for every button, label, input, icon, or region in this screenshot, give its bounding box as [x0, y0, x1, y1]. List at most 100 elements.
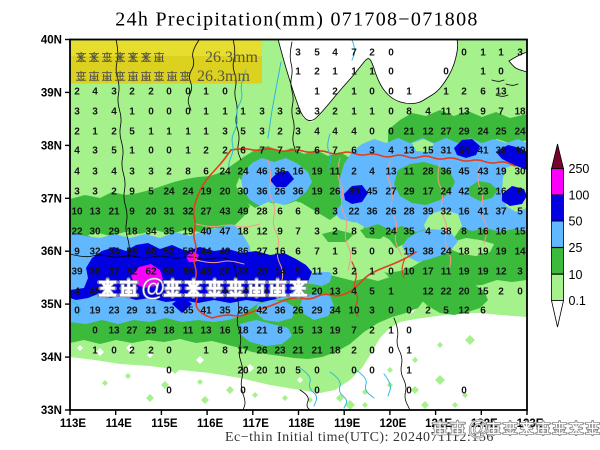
- svg-text:41: 41: [200, 306, 212, 317]
- svg-text:33: 33: [163, 306, 175, 317]
- svg-text:0: 0: [166, 386, 172, 397]
- svg-text:@: @: [468, 417, 488, 440]
- svg-text:0: 0: [461, 48, 467, 59]
- svg-text:44: 44: [200, 247, 212, 258]
- svg-text:65: 65: [182, 306, 194, 317]
- svg-text:0: 0: [388, 87, 394, 98]
- svg-text:2: 2: [461, 87, 467, 98]
- svg-text:3: 3: [369, 227, 375, 238]
- svg-text:22: 22: [348, 207, 360, 218]
- svg-text:0: 0: [369, 127, 375, 138]
- svg-text:1: 1: [332, 247, 338, 258]
- svg-text:2: 2: [203, 146, 209, 157]
- svg-text:15: 15: [514, 227, 526, 238]
- svg-text:2: 2: [369, 326, 375, 337]
- svg-text:19: 19: [200, 187, 212, 198]
- svg-text:1: 1: [388, 326, 394, 337]
- svg-text:0: 0: [240, 386, 246, 397]
- svg-text:6: 6: [314, 146, 320, 157]
- svg-text:39: 39: [422, 207, 434, 218]
- svg-text:13: 13: [385, 167, 397, 178]
- svg-text:54: 54: [108, 247, 120, 258]
- svg-text:39: 39: [495, 146, 507, 157]
- svg-text:120E: 120E: [379, 418, 406, 430]
- svg-text:32: 32: [440, 207, 452, 218]
- svg-text:1: 1: [388, 287, 394, 298]
- svg-text:12: 12: [256, 227, 268, 238]
- svg-text:3: 3: [148, 167, 154, 178]
- svg-text:4: 4: [388, 146, 394, 157]
- svg-text:16: 16: [274, 247, 286, 258]
- svg-text:13: 13: [329, 287, 341, 298]
- svg-text:2: 2: [111, 127, 117, 138]
- svg-text:1: 1: [92, 127, 98, 138]
- svg-text:24: 24: [219, 167, 231, 178]
- svg-text:49: 49: [237, 207, 249, 218]
- svg-text:34N: 34N: [41, 352, 62, 364]
- svg-text:36N: 36N: [41, 246, 62, 258]
- svg-text:11: 11: [312, 267, 323, 278]
- svg-text:4: 4: [369, 167, 375, 178]
- svg-text:4: 4: [332, 48, 338, 59]
- svg-text:1: 1: [222, 107, 228, 118]
- svg-text:62: 62: [145, 267, 157, 278]
- svg-text:29: 29: [126, 306, 138, 317]
- svg-text:40: 40: [200, 227, 212, 238]
- svg-text:0: 0: [388, 247, 394, 258]
- svg-text:37N: 37N: [41, 193, 62, 205]
- svg-text:0.1: 0.1: [569, 294, 586, 308]
- svg-text:58: 58: [182, 247, 194, 258]
- svg-text:2: 2: [222, 146, 228, 157]
- svg-text:19: 19: [477, 267, 489, 278]
- svg-text:16: 16: [458, 207, 470, 218]
- svg-text:13: 13: [458, 107, 470, 118]
- svg-text:1: 1: [480, 67, 486, 78]
- svg-text:0: 0: [148, 146, 154, 157]
- svg-text:12: 12: [495, 267, 507, 278]
- svg-text:2: 2: [148, 87, 154, 98]
- svg-text:1: 1: [369, 267, 375, 278]
- svg-text:5: 5: [369, 287, 375, 298]
- svg-text:5: 5: [240, 127, 246, 138]
- svg-text:0: 0: [166, 87, 172, 98]
- svg-text:19: 19: [329, 326, 341, 337]
- svg-text:4: 4: [74, 146, 80, 157]
- svg-text:30: 30: [237, 187, 249, 198]
- svg-text:10: 10: [569, 268, 583, 282]
- svg-text:28: 28: [403, 207, 415, 218]
- svg-text:18: 18: [237, 227, 249, 238]
- svg-text:3: 3: [92, 187, 98, 198]
- svg-text:26.3mm: 26.3mm: [205, 49, 258, 66]
- svg-text:0: 0: [388, 306, 394, 317]
- svg-text:2: 2: [74, 87, 80, 98]
- svg-text:5: 5: [148, 187, 154, 198]
- svg-text:26: 26: [292, 306, 304, 317]
- svg-text:24: 24: [163, 187, 175, 198]
- svg-text:0: 0: [166, 346, 172, 357]
- svg-text:24: 24: [440, 247, 452, 258]
- svg-text:48: 48: [200, 267, 212, 278]
- svg-text:0: 0: [388, 267, 394, 278]
- svg-text:8: 8: [406, 107, 412, 118]
- svg-text:4: 4: [111, 167, 117, 178]
- svg-text:5: 5: [443, 306, 449, 317]
- svg-text:1: 1: [148, 127, 154, 138]
- svg-text:0: 0: [388, 127, 394, 138]
- svg-text:0: 0: [166, 366, 172, 377]
- svg-text:49: 49: [514, 146, 526, 157]
- svg-text:39N: 39N: [41, 87, 62, 99]
- svg-text:38: 38: [219, 287, 231, 298]
- svg-text:18: 18: [329, 346, 341, 357]
- svg-text:27: 27: [440, 127, 452, 138]
- svg-text:24: 24: [440, 187, 452, 198]
- svg-text:54: 54: [458, 146, 470, 157]
- svg-text:19: 19: [311, 187, 323, 198]
- svg-text:5: 5: [295, 366, 301, 377]
- svg-text:36: 36: [256, 187, 268, 198]
- svg-text:66: 66: [182, 267, 194, 278]
- svg-text:2: 2: [148, 346, 154, 357]
- svg-text:32: 32: [182, 207, 194, 218]
- svg-text:52: 52: [163, 247, 175, 258]
- svg-text:36: 36: [440, 167, 452, 178]
- svg-text:8: 8: [314, 207, 320, 218]
